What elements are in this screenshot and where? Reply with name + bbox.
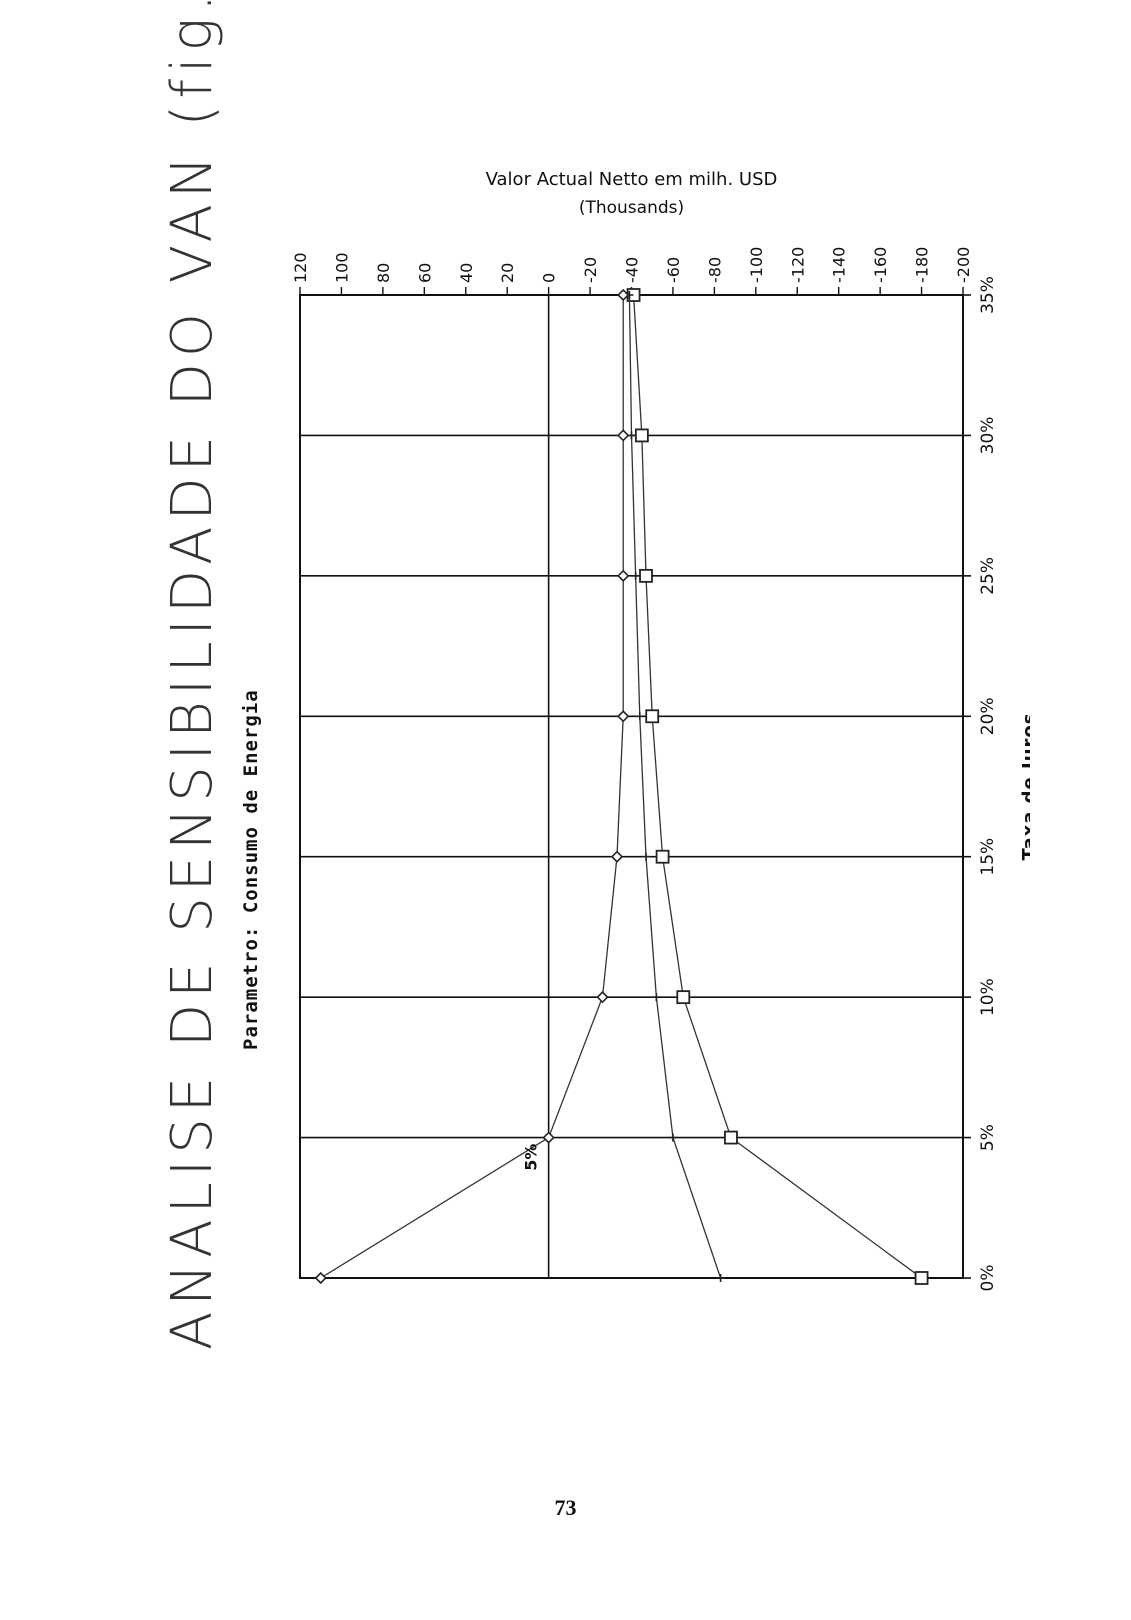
y-tick-label: -180 [913, 247, 932, 283]
y-tick-label: -80 [705, 257, 724, 283]
square-marker [639, 568, 653, 583]
y-tick-label: 20 [498, 263, 517, 283]
point-annotation: 5% [522, 1144, 541, 1171]
y-tick-label: 80 [374, 263, 393, 283]
x-tick-label: 5% [978, 1124, 998, 1151]
x-tick-label: 10% [978, 978, 998, 1016]
y-tick-label: 40 [457, 263, 476, 283]
square-marker [724, 1130, 738, 1145]
page-number: 73 [554, 1495, 577, 1520]
diamond-marker [596, 991, 609, 1004]
diamond-marker [617, 429, 630, 442]
y-tick-label: 120 [291, 252, 310, 283]
y-tick-label: 60 [415, 263, 434, 283]
x-axis-label: Taxa de Juros [1019, 713, 1030, 861]
square-marker [676, 990, 691, 1005]
y-tick-label: 0 [540, 273, 559, 283]
diamond-marker [617, 288, 630, 302]
y-tick-label: -100 [747, 247, 766, 283]
y-tick-label: -140 [830, 247, 849, 283]
y-tick-label: -40 [623, 257, 642, 283]
diamond-marker [617, 710, 630, 723]
y-tick-label: -20 [581, 257, 600, 283]
square-marker [634, 428, 649, 443]
line-chart: 0% 5% 10% 15% 20% 25% 30% 35% 120 100 80 60 40 20 0 -20… [291, 169, 1030, 1292]
y-axis-label: Valor Actual Netto em milh. USD [486, 169, 778, 190]
x-tick-label: 30% [978, 417, 998, 455]
x-tick-label: 25% [978, 557, 998, 595]
x-tick-label: 20% [978, 697, 998, 735]
y-tick-label: -200 [954, 247, 973, 283]
square-marker [645, 709, 660, 724]
y-axis-unit: (Thousands) [579, 198, 684, 218]
series-line--10% [632, 294, 922, 1279]
x-tick-label: 0% [978, 1265, 998, 1292]
rotated-chart-area: ANALISE DE SENSIBILIDADE DO VAN (fig.3) … [110, 0, 1030, 1420]
square-marker [655, 849, 670, 864]
diamond-marker [314, 1271, 327, 1285]
diamond-marker [610, 850, 624, 863]
y-tick-label: -60 [664, 257, 683, 283]
x-tick-label: 35% [978, 276, 998, 314]
square-marker [914, 1271, 929, 1285]
y-tick-label: -120 [788, 247, 807, 283]
series-line-0% [320, 295, 624, 1279]
x-tick-label: 15% [978, 838, 998, 876]
diamond-marker [617, 569, 630, 582]
diamond-marker [542, 1131, 555, 1144]
y-tick-label: -160 [871, 247, 890, 283]
y-tick-label: 100 [332, 252, 351, 283]
series-line--5% [628, 294, 722, 1279]
